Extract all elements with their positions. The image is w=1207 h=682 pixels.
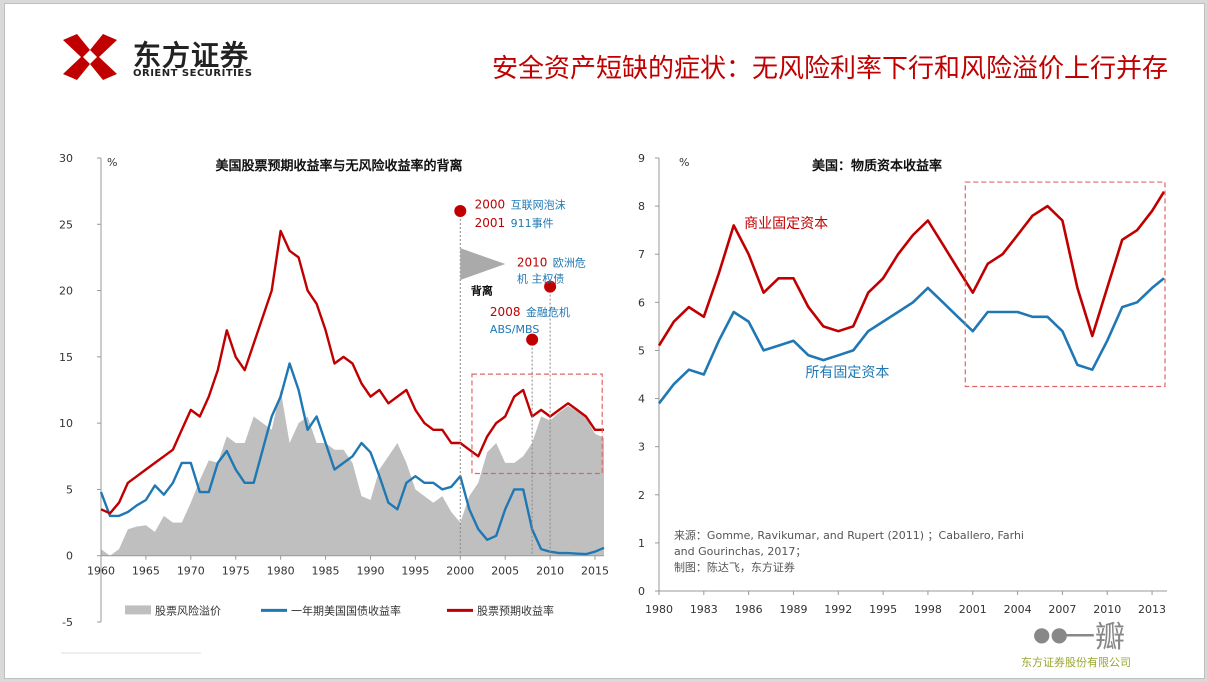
annotation-text: 911事件 xyxy=(511,217,554,230)
series-label-business: 商业固定资本 xyxy=(744,216,828,232)
y-tick-label: 20 xyxy=(59,285,73,298)
y-tick-label: 30 xyxy=(59,152,73,165)
y-tick-label: 0 xyxy=(638,585,645,598)
annotation-text: 金融危机 xyxy=(526,305,570,319)
x-tick-label: 1970 xyxy=(177,565,205,578)
x-tick-label: 1980 xyxy=(645,603,673,616)
y-tick-label: 8 xyxy=(638,200,645,213)
watermark-text: 一瓣 xyxy=(1065,620,1125,655)
wechat-icon: ●● xyxy=(1033,622,1068,646)
x-tick-label: 1986 xyxy=(735,603,763,616)
x-tick-label: 2005 xyxy=(491,565,519,578)
annotation-year: 2010 xyxy=(517,256,548,270)
y-tick-label: 10 xyxy=(59,417,73,430)
x-tick-label: 1985 xyxy=(312,565,340,578)
footer-company: 东方证券股份有限公司 xyxy=(1021,656,1131,669)
event-marker xyxy=(454,205,467,218)
y-tick-label: 1 xyxy=(638,537,645,550)
divider-line xyxy=(61,652,201,654)
x-tick-label: 2015 xyxy=(581,565,609,578)
x-tick-label: 1975 xyxy=(222,565,250,578)
series-label-all: 所有固定资本 xyxy=(805,365,889,381)
divergence-label: 背离 xyxy=(471,284,493,298)
x-tick-label: 2007 xyxy=(1048,603,1076,616)
x-tick-label: 2004 xyxy=(1004,603,1032,616)
y-tick-label: 0 xyxy=(66,550,73,563)
x-tick-label: 1995 xyxy=(869,603,897,616)
x-tick-label: 2013 xyxy=(1138,603,1166,616)
annotation-text: 互联网泡沫 xyxy=(511,197,566,211)
series-line-business-fixed-capital xyxy=(657,191,1166,347)
legend-label: 股票预期收益率 xyxy=(477,603,554,617)
highlight-box xyxy=(471,373,603,475)
legend-swatch-premium xyxy=(125,605,151,615)
y-tick-label: 15 xyxy=(59,351,73,364)
y-axis-unit: % xyxy=(107,156,117,169)
annotation-year: 2001 xyxy=(475,216,506,230)
x-tick-label: 1960 xyxy=(87,565,115,578)
x-tick-label: 2010 xyxy=(536,565,564,578)
legend-label: 股票风险溢价 xyxy=(155,603,221,617)
annotation-text: 欧洲危 xyxy=(553,257,586,270)
y-tick-label: -5 xyxy=(62,616,73,629)
y-axis-unit: % xyxy=(679,156,689,169)
series-line-expected-return xyxy=(100,229,604,515)
x-tick-label: 1990 xyxy=(356,565,384,578)
x-tick-label: 1995 xyxy=(401,565,429,578)
divergence-arrow-icon xyxy=(460,248,506,280)
annotation-text: 机 主权债 xyxy=(517,272,565,286)
source-note: 制图：陈达飞，东方证券 xyxy=(674,560,795,574)
slide-title: 安全资产短缺的症状：无风险利率下行和风险溢价上行并存 xyxy=(491,54,1168,84)
slide: 东方证券 ORIENT SECURITIES 安全资产短缺的症状：无风险利率下行… xyxy=(4,3,1205,679)
legend-label: 一年期美国国债收益率 xyxy=(291,603,401,617)
y-tick-label: 4 xyxy=(638,393,645,406)
y-tick-label: 25 xyxy=(59,218,73,231)
source-note: and Gourinchas, 2017； xyxy=(674,545,806,558)
series-line-all-fixed-capital xyxy=(657,277,1165,405)
highlight-box xyxy=(964,181,1166,388)
x-tick-label: 1980 xyxy=(267,565,295,578)
company-logo: 东方证券 ORIENT SECURITIES xyxy=(61,32,291,82)
orient-logo-icon xyxy=(63,34,117,80)
logo-text-en: ORIENT SECURITIES xyxy=(133,68,253,79)
series-line-1y-treasury xyxy=(99,362,605,556)
series-area-risk-premium xyxy=(101,390,604,556)
x-tick-label: 1992 xyxy=(824,603,852,616)
y-tick-label: 2 xyxy=(638,489,645,502)
x-tick-label: 1965 xyxy=(132,565,160,578)
event-marker xyxy=(526,333,539,346)
x-tick-label: 2010 xyxy=(1093,603,1121,616)
y-tick-label: 6 xyxy=(638,296,645,309)
annotation-text: ABS/MBS xyxy=(490,323,539,336)
logo-text-cn: 东方证券 xyxy=(133,39,250,72)
source-note: 来源：Gomme, Ravikumar, and Rupert (2011) ；… xyxy=(674,528,1024,542)
y-tick-label: 5 xyxy=(66,483,73,496)
event-marker xyxy=(544,280,557,293)
chart-title: 美国股票预期收益率与无风险收益率的背离 xyxy=(215,158,462,174)
y-tick-label: 7 xyxy=(638,248,645,261)
x-tick-label: 2001 xyxy=(959,603,987,616)
y-tick-label: 9 xyxy=(638,152,645,165)
x-tick-label: 1983 xyxy=(690,603,718,616)
annotation-year: 2000 xyxy=(475,197,506,211)
x-tick-label: 1998 xyxy=(914,603,942,616)
y-tick-label: 5 xyxy=(638,344,645,357)
x-tick-label: 2000 xyxy=(446,565,474,578)
annotation-year: 2008 xyxy=(490,305,521,319)
chart-title: 美国：物质资本收益率 xyxy=(812,158,942,174)
x-tick-label: 1989 xyxy=(779,603,807,616)
y-tick-label: 3 xyxy=(638,441,645,454)
